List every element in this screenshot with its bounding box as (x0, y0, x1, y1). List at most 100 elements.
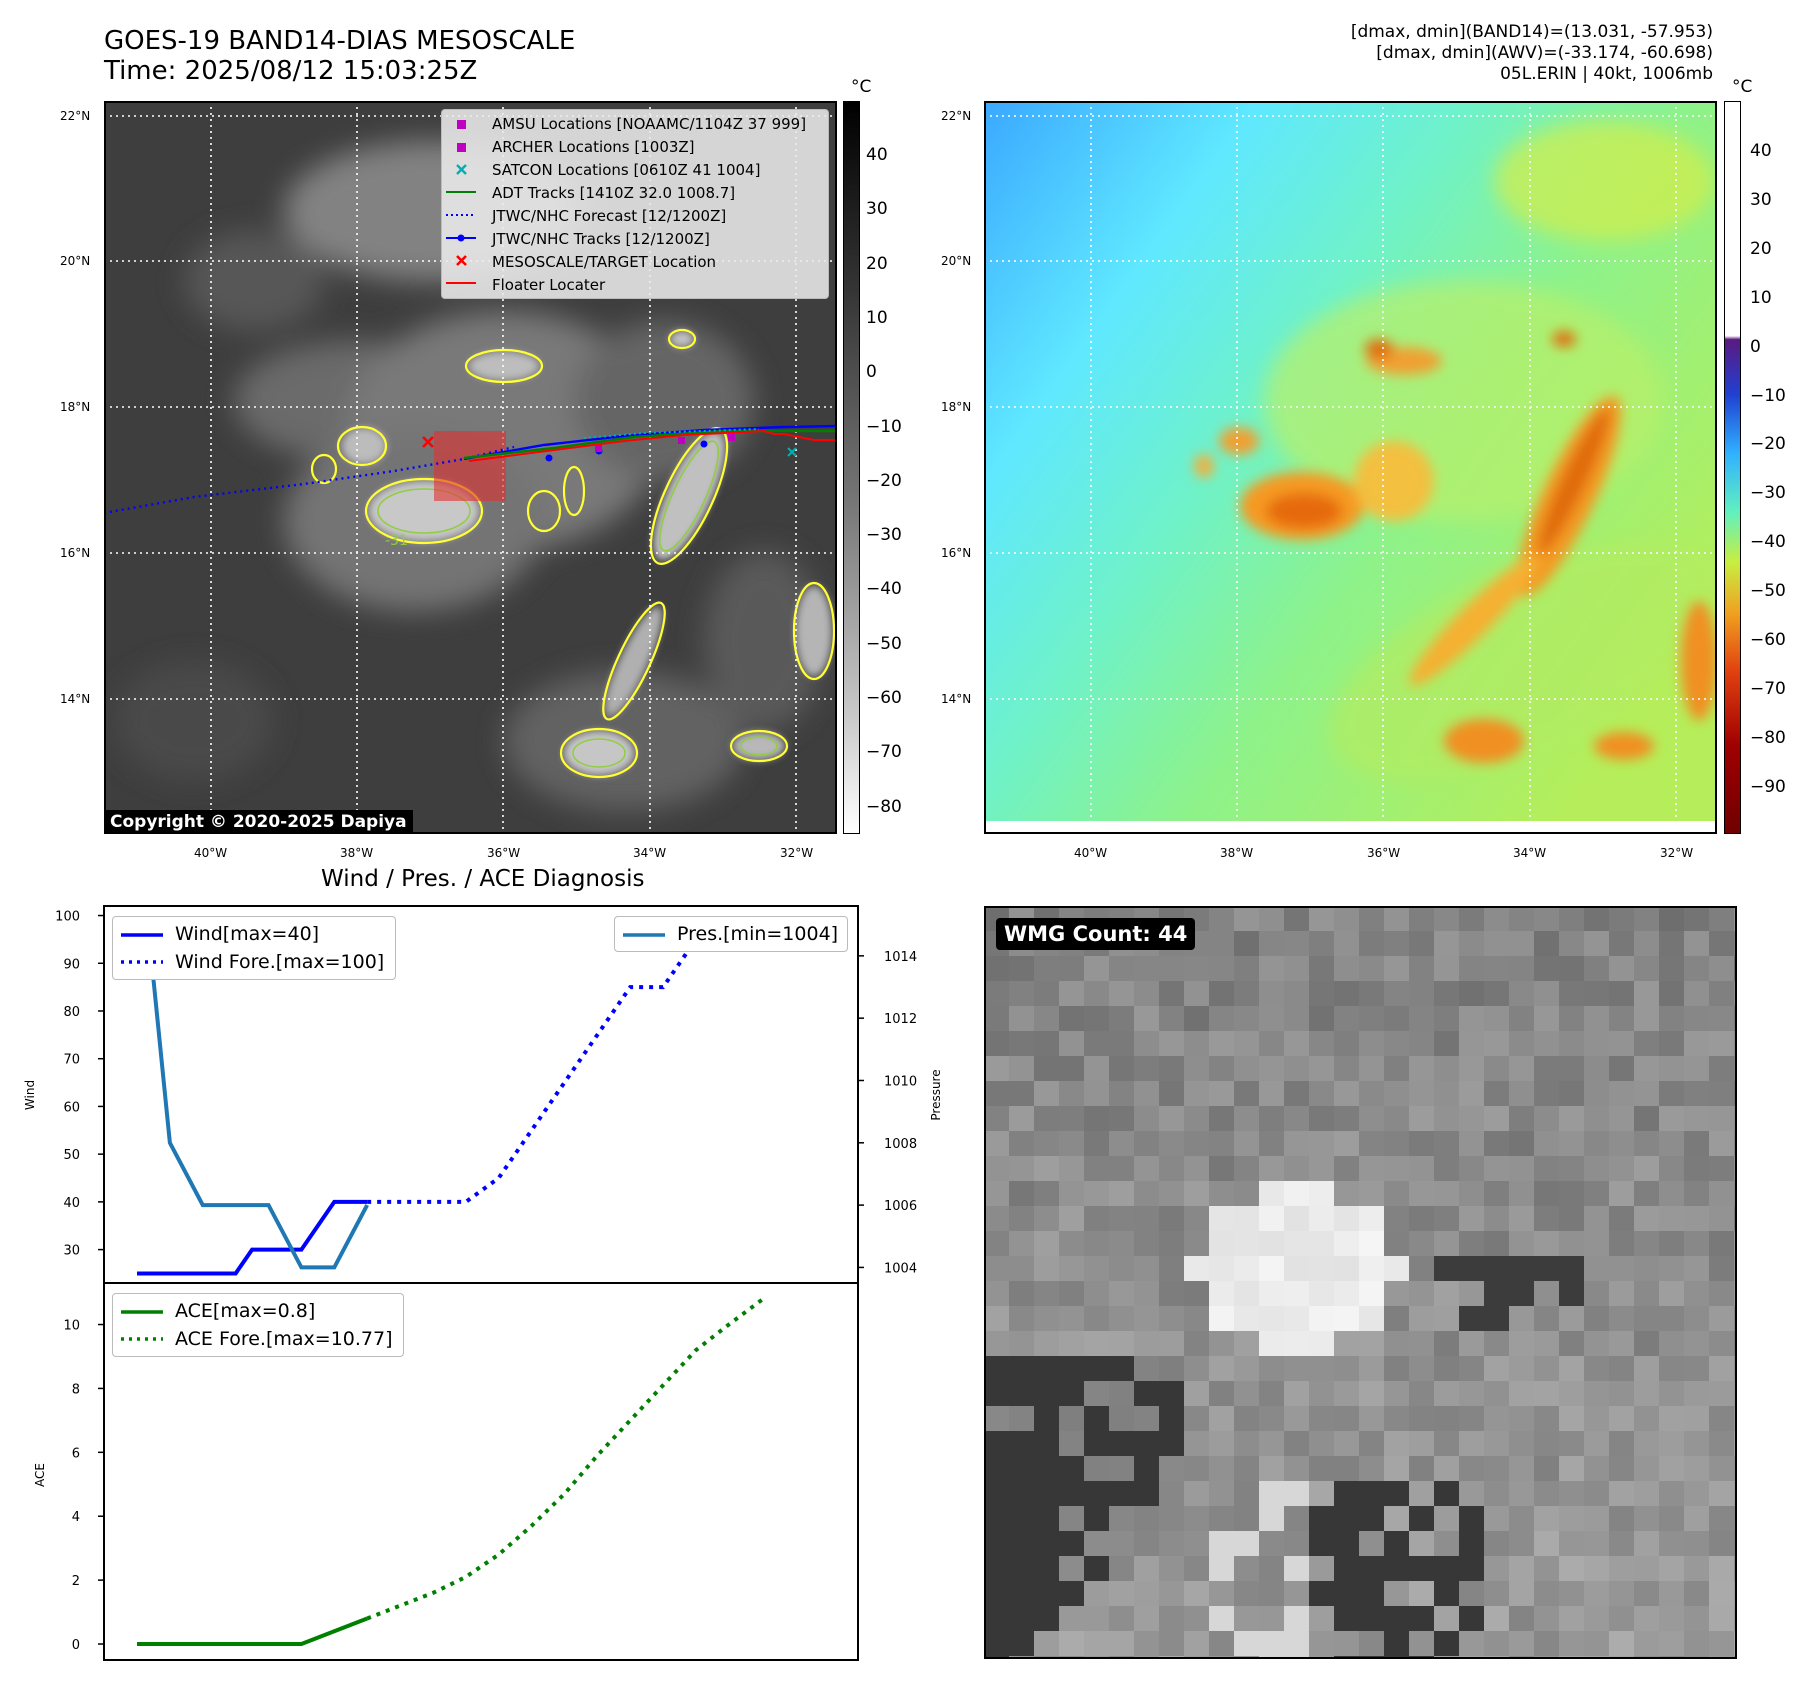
lon-label: 32°W (780, 846, 814, 860)
wind-tick-label: 60 (63, 1100, 80, 1115)
wmg-count-label: WMG Count: 44 (996, 918, 1196, 950)
lon-label: 32°W (1660, 846, 1694, 860)
lat-label: 18°N (60, 400, 91, 414)
awv-color-map (984, 101, 1717, 834)
lat-label: 22°N (941, 109, 972, 123)
colorbar-tick-label: −40 (1750, 532, 1786, 553)
wind-legend-label: Wind[max=40] (175, 923, 320, 945)
wind-forecast-legend-label: Wind Fore.[max=100] (175, 951, 385, 973)
colorbar-tick-label: −70 (866, 742, 902, 763)
lon-label: 36°W (487, 846, 521, 860)
lon-label: 38°W (1220, 846, 1254, 860)
wind-tick-label: 80 (63, 1005, 80, 1020)
lon-label: 40°W (194, 846, 228, 860)
ace-plot-area: 10 8 6 4 2 0 (63, 1298, 763, 1653)
colorbar-tick-label: −60 (1750, 630, 1786, 650)
colorbar-tick-label: 20 (1750, 238, 1772, 259)
wind-tick-label: 70 (63, 1053, 80, 1068)
colorbar-tick-label: 0 (866, 362, 877, 383)
legend-target: MESOSCALE/TARGET Location (492, 253, 717, 271)
lat-label: 18°N (941, 400, 972, 414)
pressure-axis-label: Pressure (929, 1069, 943, 1120)
map-legend: AMSU Locations [NOAAMC/1104Z 37 999] ARC… (441, 109, 829, 299)
pressure-legend-marker (623, 933, 665, 937)
legend-forecast: JTWC/NHC Forecast [12/1200Z] (492, 207, 727, 225)
pressure-tick-label: 1010 (884, 1074, 917, 1089)
lat-label: 14°N (60, 692, 91, 706)
colorbar-tick-label: 10 (1750, 287, 1772, 308)
ace-tick-label: 10 (63, 1319, 80, 1334)
color-colorbar-unit: °C (1732, 77, 1753, 97)
color-colorbar (1724, 101, 1741, 834)
wind-tick-label: 90 (63, 957, 80, 972)
ir-satellite-map: -31 (104, 101, 837, 834)
legend-amsu: AMSU Locations [NOAAMC/1104Z 37 999] (492, 115, 807, 133)
gray-colorbar (843, 101, 860, 834)
color-map-graticule (984, 101, 1717, 834)
colorbar-tick-label: −10 (1750, 385, 1786, 406)
colorbar-tick-label: 40 (1750, 141, 1772, 161)
pressure-legend: Pres.[min=1004] (614, 916, 848, 952)
colorbar-tick-label: −90 (1750, 776, 1786, 797)
floater-locater-track (468, 429, 837, 462)
colorbar-tick-label: 30 (866, 199, 888, 220)
colorbar-tick-label: −30 (1750, 483, 1786, 504)
series-line-2 (137, 922, 369, 1270)
ace-legend: ACE[max=0.8] ACE Fore.[max=10.77] (112, 1293, 404, 1357)
colorbar-tick-label: −60 (866, 688, 902, 708)
wmg-image (984, 906, 1737, 1659)
lon-label: 38°W (340, 846, 374, 860)
wind-tick-label: 50 (63, 1148, 80, 1163)
floater-box (434, 431, 506, 501)
colorbar-tick-label: −10 (866, 416, 902, 437)
diagnosis-chart: 1009080706050403010141012101010081006100… (23, 905, 943, 1661)
colorbar-tick-label: 40 (866, 145, 888, 165)
ace-series-line-0 (137, 1616, 368, 1647)
ace-tick-label: 0 (72, 1638, 80, 1653)
colorbar-tick-label: −20 (866, 470, 902, 491)
lat-label: 20°N (60, 254, 91, 268)
lat-label: 16°N (941, 546, 972, 560)
wind-tick-label: 30 (63, 1244, 80, 1259)
pressure-tick-label: 1014 (884, 950, 917, 965)
legend-floater: Floater Locater (492, 276, 606, 294)
colorbar-tick-label: −80 (1750, 727, 1786, 748)
diagnosis-title: Wind / Pres. / ACE Diagnosis (321, 866, 645, 892)
legend-archer: ARCHER Locations [1003Z] (492, 138, 695, 156)
colorbar-tick-label: −50 (866, 633, 902, 654)
chart-title-line2: Time: 2025/08/12 15:03:25Z (104, 56, 478, 86)
info-line1: [dmax, dmin](BAND14)=(13.031, -57.953) (1350, 22, 1713, 42)
colorbar-tick-label: 0 (1750, 336, 1761, 357)
colorbar-tick-label: −40 (866, 579, 902, 600)
ace-legend-label: ACE[max=0.8] (175, 1300, 316, 1322)
wind-axis-label: Wind (23, 1080, 37, 1110)
color-map-svg (984, 101, 1717, 834)
ace-tick-label: 2 (72, 1574, 80, 1589)
lon-label: 34°W (1513, 846, 1547, 860)
pressure-tick-label: 1008 (884, 1137, 917, 1152)
ace-series-line-1 (366, 1298, 763, 1621)
ace-legend-markers (121, 1310, 163, 1341)
ace-axis-label: ACE (33, 1463, 47, 1487)
legend-tracks: JTWC/NHC Tracks [12/1200Z] (492, 230, 710, 248)
wind-tick-label: 40 (63, 1196, 80, 1211)
copyright-label: Copyright © 2020-2025 Dapiya (104, 810, 413, 834)
colorbar-tick-label: −30 (866, 525, 902, 546)
colorbar-tick-label: −20 (1750, 434, 1786, 455)
ace-tick-label: 4 (72, 1510, 80, 1525)
legend-adt: ADT Tracks [1410Z 32.0 1008.7] (492, 184, 736, 202)
ace-tick-label: 8 (72, 1382, 80, 1397)
lon-label: 34°W (633, 846, 667, 860)
lon-label: 36°W (1367, 846, 1401, 860)
colorbar-tick-label: 20 (866, 253, 888, 274)
lat-label: 22°N (60, 109, 91, 123)
pressure-tick-label: 1012 (884, 1012, 917, 1027)
gray-colorbar-unit: °C (851, 77, 872, 97)
series-line-0 (137, 1199, 368, 1276)
colorbar-tick-label: −80 (866, 796, 902, 817)
contour-label: -31 (385, 533, 408, 549)
pressure-legend-label: Pres.[min=1004] (677, 923, 839, 945)
lat-label: 20°N (941, 254, 972, 268)
wind-legend: Wind[max=40] Wind Fore.[max=100] (112, 916, 396, 980)
lon-label: 40°W (1074, 846, 1108, 860)
